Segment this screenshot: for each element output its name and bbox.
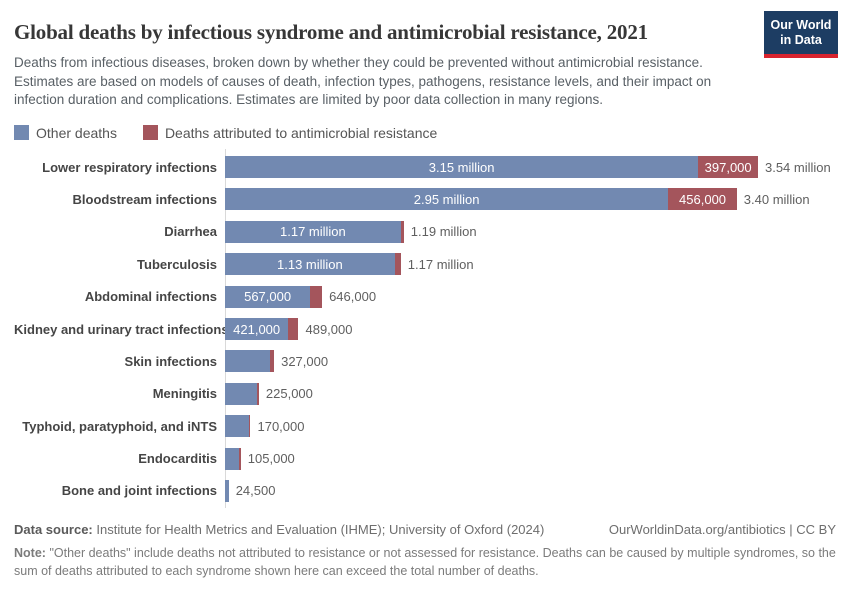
owid-logo: Our World in Data (764, 11, 838, 58)
chart-row: Diarrhea 1.17 million 1.19 million (14, 216, 836, 248)
legend: Other deaths Deaths attributed to antimi… (14, 125, 836, 141)
chart-row: Lower respiratory infections 3.15 million… (14, 151, 836, 183)
bar-segment-other: 567,000 (225, 285, 311, 308)
bar-group: 170,000 (225, 415, 305, 438)
bar-segment-amr (249, 415, 251, 438)
chart-row: Tuberculosis 1.13 million 1.17 million (14, 248, 836, 280)
total-label: 327,000 (281, 353, 329, 369)
category-label: Tuberculosis (137, 256, 217, 272)
bar-group: 225,000 (225, 382, 313, 405)
total-label: 646,000 (329, 289, 377, 305)
category-label: Bloodstream infections (72, 191, 217, 207)
bar-value-label: 397,000 (704, 159, 752, 175)
data-source-text: Institute for Health Metrics and Evaluat… (96, 522, 545, 538)
bar-group: 567,000 646,000 (225, 285, 377, 308)
chart-row: Typhoid, paratyphoid, and iNTS 170,000 (14, 410, 836, 442)
bar-segment-amr (256, 382, 259, 405)
bar-segment-other: 2.95 million (225, 188, 669, 211)
bar-segment-other: 421,000 (225, 318, 289, 341)
total-label: 489,000 (305, 321, 353, 337)
data-source-label: Data source: (14, 522, 93, 538)
category-label: Skin infections (124, 353, 217, 369)
bar-segment-amr: 397,000 (698, 156, 758, 179)
legend-item-other-deaths: Other deaths (14, 125, 117, 141)
bar-segment-amr (310, 285, 323, 308)
data-source: Data source: Institute for Health Metric… (14, 522, 544, 537)
bar-value-label: 3.15 million (428, 159, 495, 175)
legend-label-amr: Deaths attributed to antimicrobial resis… (164, 124, 438, 141)
footnote-text: "Other deaths" include deaths not attrib… (14, 546, 836, 579)
bar-segment-amr (239, 447, 241, 470)
legend-swatch-other-icon (14, 125, 29, 141)
owid-logo-line1: Our World (770, 18, 832, 32)
total-label: 3.40 million (743, 191, 810, 207)
total-label: 105,000 (247, 451, 295, 467)
legend-label-other: Other deaths (36, 124, 117, 141)
total-label: 24,500 (235, 483, 276, 499)
bar-segment-other: 1.13 million (225, 253, 395, 276)
chart: Lower respiratory infections 3.15 million… (14, 148, 836, 509)
bar-segment-amr (269, 350, 275, 373)
bar-group: 105,000 (225, 447, 295, 470)
bar-group: 421,000 489,000 (225, 318, 353, 341)
footer: Data source: Institute for Health Metric… (14, 522, 836, 580)
bar-segment-other (225, 350, 270, 373)
bar-segment-other (225, 447, 240, 470)
bar-segment-amr (400, 220, 404, 243)
chart-row: Abdominal infections 567,000 646,000 (14, 280, 836, 312)
category-label: Kidney and urinary tract infections (14, 321, 229, 337)
bar-value-label: 421,000 (233, 321, 281, 337)
bar-group: 1.13 million 1.17 million (225, 253, 474, 276)
chart-subtitle: Deaths from infectious diseases, broken … (14, 55, 712, 108)
source-line: Data source: Institute for Health Metric… (14, 522, 836, 537)
category-label: Typhoid, paratyphoid, and iNTS (22, 418, 217, 434)
bar-segment-other (225, 479, 229, 502)
chart-row: Bone and joint infections 24,500 (14, 475, 836, 507)
bar-group: 3.15 million 397,000 3.54 million (225, 156, 831, 179)
total-label: 225,000 (265, 386, 313, 402)
bar-segment-other (225, 382, 257, 405)
bar-value-label: 1.13 million (277, 256, 343, 272)
owid-link[interactable]: OurWorldinData.org/antibiotics | CC BY (608, 522, 836, 538)
chart-row: Bloodstream infections 2.95 million 456,00… (14, 183, 836, 215)
bar-value-label: 567,000 (244, 289, 292, 305)
total-label: 170,000 (257, 418, 305, 434)
bar-value-label: 2.95 million (413, 191, 480, 207)
category-label: Abdominal infections (84, 289, 217, 305)
bar-group: 327,000 (225, 350, 329, 373)
legend-item-amr-deaths: Deaths attributed to antimicrobial resis… (142, 124, 438, 141)
category-label: Endocarditis (138, 451, 217, 467)
footnote-label: Note: (14, 546, 46, 561)
category-label: Diarrhea (164, 224, 217, 240)
owid-logo-line2: in Data (780, 33, 822, 47)
bar-value-label: 1.17 million (280, 224, 346, 240)
chart-row: Kidney and urinary tract infections 421,0… (14, 313, 836, 345)
bar-segment-other: 3.15 million (225, 156, 699, 179)
total-label: 3.54 million (764, 159, 831, 175)
chart-row: Endocarditis 105,000 (14, 442, 836, 474)
bar-segment-amr (394, 253, 401, 276)
bar-group: 1.17 million 1.19 million (225, 220, 477, 243)
total-label: 1.19 million (410, 224, 477, 240)
bar-segment-amr (288, 318, 299, 341)
bar-segment-other: 1.17 million (225, 220, 401, 243)
chart-row: Skin infections 327,000 (14, 345, 836, 377)
footnote: Note: "Other deaths" include deaths not … (14, 544, 836, 580)
category-label: Lower respiratory infections (42, 159, 217, 175)
bar-segment-other (225, 415, 250, 438)
bar-group: 2.95 million 456,000 3.40 million (225, 188, 810, 211)
page-title: Global deaths by infectious syndrome and… (14, 20, 648, 44)
bar-value-label: 456,000 (679, 191, 727, 207)
bar-group: 24,500 (225, 479, 276, 502)
chart-row: Meningitis 225,000 (14, 378, 836, 410)
total-label: 1.17 million (407, 256, 474, 272)
legend-swatch-amr-icon (142, 125, 158, 141)
category-label: Bone and joint infections (61, 483, 217, 499)
bar-segment-amr: 456,000 (668, 188, 737, 211)
category-label: Meningitis (152, 386, 217, 402)
